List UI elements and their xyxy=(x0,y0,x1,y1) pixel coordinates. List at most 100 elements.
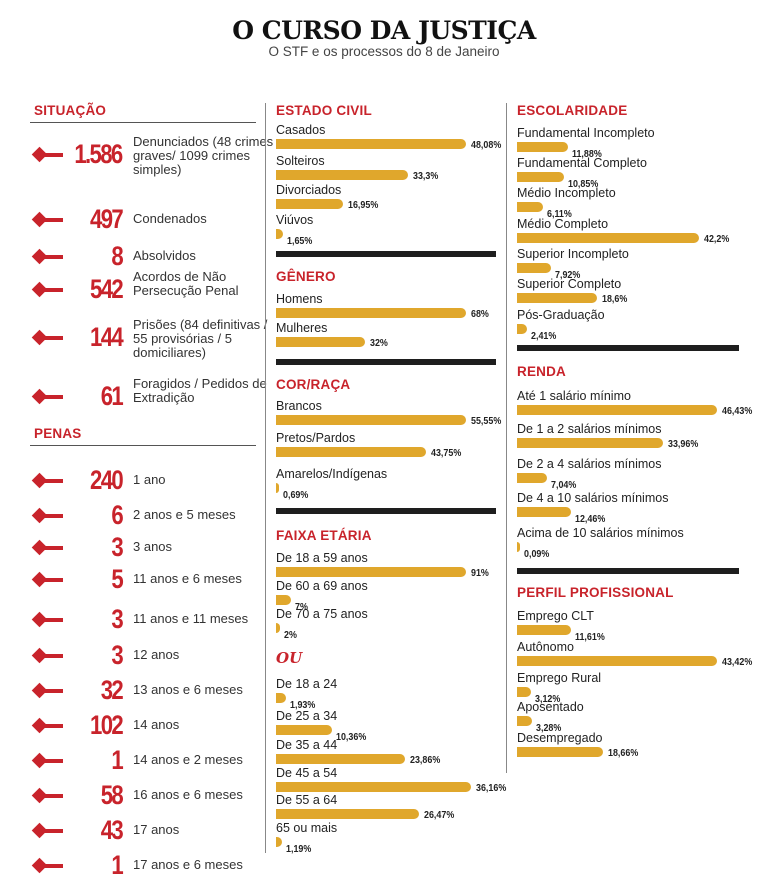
bar-item: Amarelos/Indígenas 0,69% xyxy=(276,467,496,501)
bar-category-label: Acima de 10 salários mínimos xyxy=(517,526,684,540)
bar-value-label: 91% xyxy=(471,567,489,579)
stat-value: 1 xyxy=(111,850,123,880)
bar-value-label: 33,3% xyxy=(412,170,438,182)
bar xyxy=(276,623,281,633)
stat-label: 1 ano xyxy=(133,472,166,487)
stat-row: 542 Acordos de Não Persecução Penal xyxy=(30,270,280,310)
bar-item: De 70 a 75 anos 2% xyxy=(276,607,496,641)
bar-item: Superior Completo 18,6% xyxy=(517,277,739,307)
bar xyxy=(276,693,287,703)
diamond-marker-tail xyxy=(39,152,63,157)
bar-value-label: 0,09% xyxy=(524,548,550,560)
diamond-marker-tail xyxy=(39,863,63,868)
stat-row: 3 11 anos e 11 meses xyxy=(30,600,280,640)
stat-label: 14 anos xyxy=(133,717,180,732)
stat-row: 61 Foragidos / Pedidos de Extradição xyxy=(30,377,280,417)
stat-row: 1 17 anos e 6 meses xyxy=(30,846,280,886)
bar-item: Desempregado 18,66% xyxy=(517,731,739,761)
column-divider xyxy=(506,103,507,773)
stat-label: 11 anos e 6 meses xyxy=(133,571,242,586)
stat-row: 5 11 anos e 6 meses xyxy=(30,560,280,600)
bar xyxy=(517,542,520,552)
bar-item: 65 ou mais 1,19% xyxy=(276,821,496,855)
bar xyxy=(276,837,283,847)
bar-category-label: De 60 a 69 anos xyxy=(276,579,368,593)
bar-item: De 18 a 59 anos 91% xyxy=(276,551,496,581)
bar-value-label: 2,41% xyxy=(531,330,557,342)
bar-item: Solteiros 33,3% xyxy=(276,154,496,184)
bar xyxy=(276,229,283,239)
bar-category-label: Até 1 salário mínimo xyxy=(517,389,631,403)
bar-category-label: De 70 a 75 anos xyxy=(276,607,368,621)
bar-item: Aposentado 3,28% xyxy=(517,700,739,734)
bar xyxy=(276,809,419,819)
bar xyxy=(276,308,466,318)
chart-title: COR/RAÇA xyxy=(276,377,351,392)
bar-value-label: 10,85% xyxy=(567,178,599,190)
diamond-marker-tail xyxy=(39,287,63,292)
stat-row: 102 14 anos xyxy=(30,706,280,746)
bar xyxy=(517,293,598,303)
bar-value-label: 10,36% xyxy=(335,731,367,743)
right-column: ESCOLARIDADE Fundamental Incompleto 11,88%… xyxy=(517,0,752,889)
bar-item: De 25 a 34 10,36% xyxy=(276,709,496,743)
stat-label: 13 anos e 6 meses xyxy=(133,682,243,697)
stat-label: 12 anos xyxy=(133,647,180,662)
bar-value-label: 11,61% xyxy=(574,631,605,643)
section-divider xyxy=(276,508,496,514)
stat-label: 16 anos e 6 meses xyxy=(133,787,243,802)
bar xyxy=(517,233,699,243)
bar-category-label: Homens xyxy=(276,292,323,306)
page-subtitle: O STF e os processos do 8 de Janeiro xyxy=(268,44,500,59)
bar-category-label: De 18 a 24 xyxy=(276,677,338,691)
section-divider xyxy=(517,345,739,351)
bar-category-label: Casados xyxy=(276,123,326,137)
bar-item: Pós-Graduação 2,41% xyxy=(517,308,739,342)
stat-label: 17 anos xyxy=(133,822,180,837)
diamond-marker-tail xyxy=(39,723,63,728)
bar-category-label: De 35 a 44 xyxy=(276,738,338,752)
stat-value: 58 xyxy=(100,780,124,810)
diamond-marker-tail xyxy=(39,828,63,833)
middle-column: ESTADO CIVIL Casados 48,08% Solteiros 33,3% D… xyxy=(276,0,506,889)
bar-value-label: 16,95% xyxy=(348,199,379,211)
bar xyxy=(517,438,664,448)
bar-item: Superior Incompleto 7,92% xyxy=(517,247,739,281)
bar-item: Pretos/Pardos 43,75% xyxy=(276,431,496,461)
bar xyxy=(276,415,466,425)
stat-row: 32 13 anos e 6 meses xyxy=(30,671,280,711)
bar-value-label: 55,55% xyxy=(471,415,502,427)
diamond-marker-tail xyxy=(39,394,63,399)
bar-category-label: Superior Completo xyxy=(517,277,622,291)
stat-label: Foragidos / Pedidos de Extradição xyxy=(133,376,267,405)
bar-value-label: 6,11% xyxy=(547,208,573,220)
stat-value: 542 xyxy=(89,274,124,304)
bar-item: Emprego CLT 11,61% xyxy=(517,609,739,643)
stat-row: 43 17 anos xyxy=(30,811,280,851)
diamond-marker-tail xyxy=(39,254,63,259)
bar-item: De 45 a 54 36,16% xyxy=(276,766,506,796)
column-divider xyxy=(265,103,266,853)
bar xyxy=(517,142,569,152)
bar-value-label: 36,16% xyxy=(476,782,507,794)
bar-category-label: Superior Incompleto xyxy=(517,247,629,261)
chart-title: RENDA xyxy=(517,364,567,379)
bar-category-label: Autônomo xyxy=(517,640,574,654)
bar-category-label: Solteiros xyxy=(276,154,325,168)
bar-category-label: De 18 a 59 anos xyxy=(276,551,368,565)
diamond-marker-tail xyxy=(39,653,63,658)
diamond-marker-tail xyxy=(39,545,63,550)
bar xyxy=(276,782,471,792)
stat-value: 1 xyxy=(111,745,123,775)
bar-item: Divorciados 16,95% xyxy=(276,183,496,213)
stat-value: 3 xyxy=(111,604,123,634)
bar-value-label: 0,69% xyxy=(283,489,309,501)
bar-value-label: 18,66% xyxy=(608,747,639,759)
bar-category-label: De 1 a 2 salários mínimos xyxy=(517,422,662,436)
bar xyxy=(517,656,717,666)
section-title-penas: PENAS xyxy=(34,426,82,441)
bar-item: Médio Incompleto 6,11% xyxy=(517,186,739,220)
stat-row: 1.586 Denunciados (48 crimes graves/ 1099… xyxy=(30,135,280,177)
bar xyxy=(517,747,603,757)
bar-value-label: 1,19% xyxy=(286,843,312,855)
